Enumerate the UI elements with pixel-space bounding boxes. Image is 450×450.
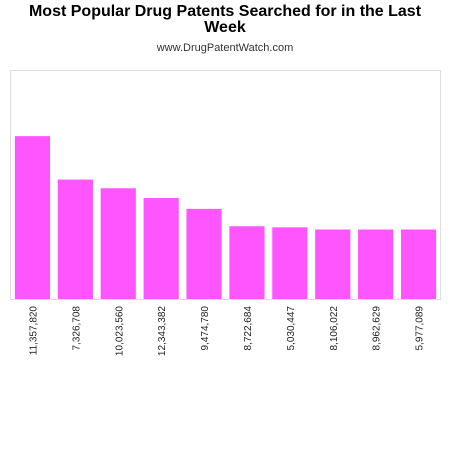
chart-subtitle: www.DrugPatentWatch.com	[156, 42, 294, 54]
x-tick-label-2: 7,326,708	[71, 306, 82, 351]
bar-8	[315, 229, 351, 299]
x-tick-label-8: 8,106,022	[329, 306, 340, 351]
bars-group	[14, 136, 437, 299]
chart-title-line-2: Week	[204, 19, 246, 36]
bar-6	[229, 226, 265, 299]
bar-10	[400, 229, 437, 299]
bar-5	[186, 208, 222, 299]
bar-2	[57, 179, 93, 299]
bar-1	[14, 136, 51, 299]
chart-title-line-1: Most Popular Drug Patents Searched for i…	[28, 3, 422, 20]
x-tick-label-4: 12,343,382	[157, 306, 168, 356]
x-tick-label-6: 8,722,684	[243, 306, 254, 351]
x-tick-labels: 11,357,820 7,326,708 10,023,560 12,343,382 9…	[28, 306, 425, 356]
chart-title: Most Popular Drug Patents Searched for i…	[0, 4, 450, 36]
x-tick-label-10: 5,977,089	[415, 306, 426, 351]
bar-9	[358, 229, 394, 299]
bar-4	[143, 198, 179, 299]
x-tick-label-1: 11,357,820	[28, 306, 39, 356]
bar-3	[100, 188, 136, 299]
x-tick-label-3: 10,023,560	[114, 306, 125, 356]
x-tick-label-7: 5,030,447	[286, 306, 297, 351]
x-tick-label-5: 9,474,780	[200, 306, 211, 351]
bar-7	[272, 227, 308, 299]
x-tick-label-9: 8,962,629	[372, 306, 383, 351]
